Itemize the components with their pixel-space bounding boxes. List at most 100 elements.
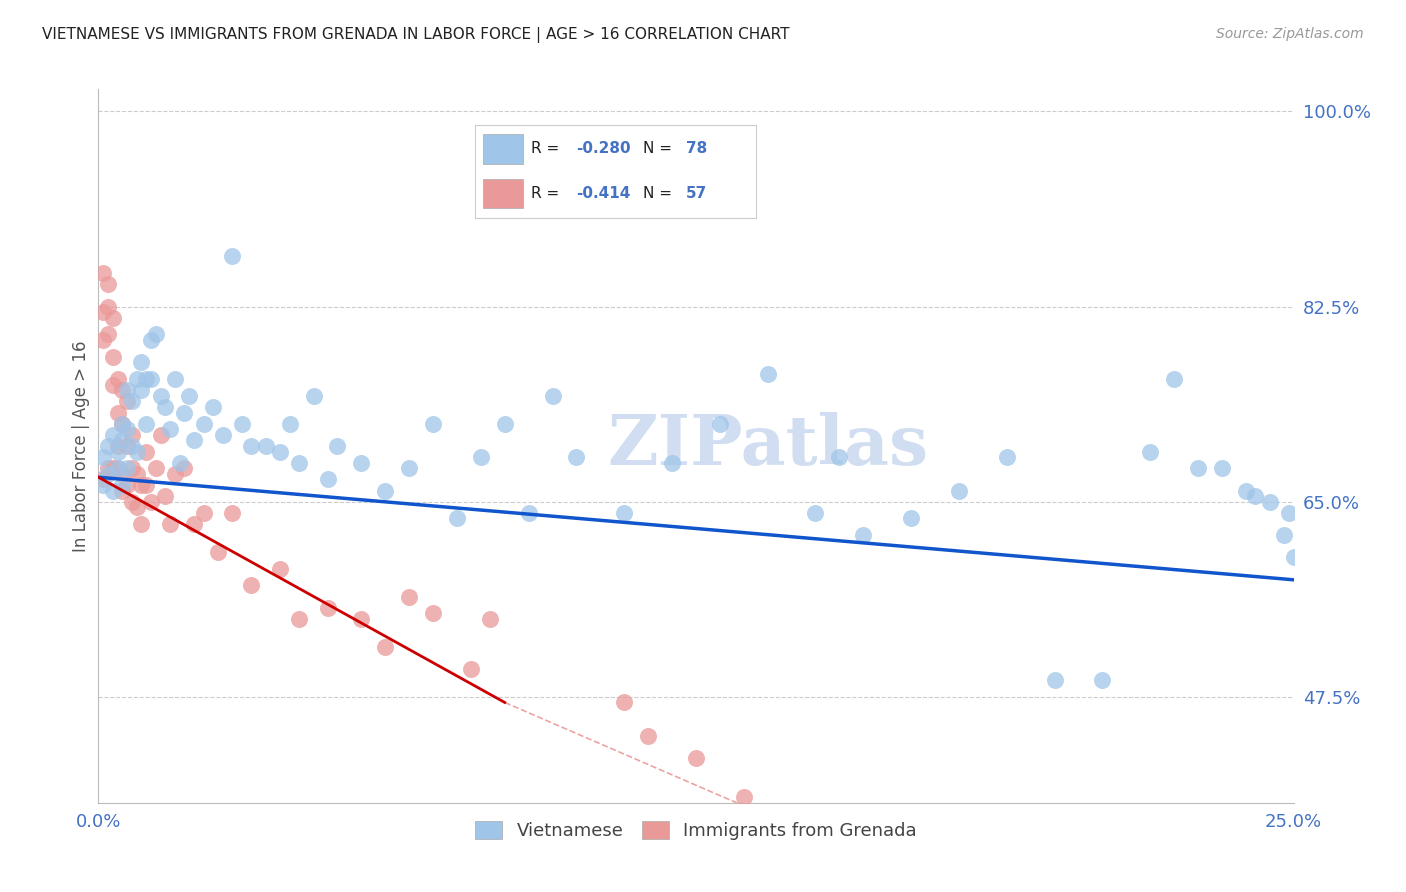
- Point: [107, 372, 129, 386]
- Point: [107, 439, 129, 453]
- Point: [1187, 461, 1209, 475]
- Point: [278, 417, 301, 431]
- Point: [139, 372, 162, 386]
- Point: [637, 729, 659, 743]
- Point: [115, 422, 138, 436]
- Point: [115, 478, 138, 492]
- Point: [135, 417, 157, 431]
- Point: [107, 461, 129, 475]
- Point: [135, 444, 157, 458]
- Point: [97, 439, 120, 453]
- Point: [1258, 494, 1281, 508]
- Point: [494, 417, 516, 431]
- Point: [193, 417, 215, 431]
- Point: [101, 483, 124, 498]
- Point: [149, 389, 172, 403]
- Point: [995, 450, 1018, 464]
- Point: [163, 467, 186, 481]
- Point: [948, 483, 970, 498]
- Point: [179, 389, 201, 403]
- Point: [240, 578, 263, 592]
- Point: [350, 456, 373, 470]
- Point: [1282, 550, 1305, 565]
- Point: [111, 434, 134, 448]
- Point: [1211, 461, 1233, 475]
- Point: [1278, 506, 1301, 520]
- Point: [173, 461, 195, 475]
- Point: [804, 506, 827, 520]
- Point: [470, 450, 492, 464]
- Y-axis label: In Labor Force | Age > 16: In Labor Force | Age > 16: [72, 340, 90, 552]
- Point: [125, 500, 148, 515]
- Point: [101, 350, 124, 364]
- Point: [302, 389, 325, 403]
- Point: [183, 434, 205, 448]
- Point: [288, 612, 311, 626]
- Point: [131, 478, 153, 492]
- Point: [131, 516, 153, 531]
- Point: [111, 467, 134, 481]
- Point: [709, 417, 731, 431]
- Point: [125, 372, 148, 386]
- Point: [159, 422, 181, 436]
- Point: [155, 489, 177, 503]
- Point: [107, 444, 129, 458]
- Point: [97, 461, 120, 475]
- Point: [193, 506, 215, 520]
- Point: [398, 461, 420, 475]
- Point: [115, 461, 138, 475]
- Point: [1163, 372, 1185, 386]
- Point: [374, 640, 396, 654]
- Point: [111, 417, 134, 431]
- Point: [398, 590, 420, 604]
- Point: [756, 367, 779, 381]
- Point: [316, 472, 339, 486]
- Point: [1043, 673, 1066, 687]
- Point: [125, 467, 148, 481]
- Point: [350, 612, 373, 626]
- Point: [207, 545, 229, 559]
- Point: [254, 439, 277, 453]
- Point: [541, 389, 564, 403]
- Point: [159, 516, 181, 531]
- Point: [240, 439, 263, 453]
- Point: [613, 696, 636, 710]
- Point: [173, 405, 195, 419]
- Point: [139, 494, 162, 508]
- Point: [131, 355, 153, 369]
- Point: [517, 506, 540, 520]
- Point: [91, 333, 114, 347]
- Point: [211, 428, 233, 442]
- Point: [121, 428, 143, 442]
- Point: [101, 377, 124, 392]
- Point: [91, 472, 114, 486]
- Point: [97, 300, 120, 314]
- Point: [685, 751, 707, 765]
- Point: [145, 327, 167, 342]
- Text: Source: ZipAtlas.com: Source: ZipAtlas.com: [1216, 27, 1364, 41]
- Point: [111, 383, 134, 397]
- Point: [121, 461, 143, 475]
- Point: [231, 417, 253, 431]
- Point: [121, 394, 143, 409]
- Point: [1272, 528, 1295, 542]
- Point: [446, 511, 468, 525]
- Point: [97, 327, 120, 342]
- Point: [613, 506, 636, 520]
- Point: [163, 372, 186, 386]
- Point: [900, 511, 922, 525]
- Point: [97, 467, 120, 481]
- Point: [139, 333, 162, 347]
- Point: [155, 400, 177, 414]
- Point: [91, 305, 114, 319]
- Point: [269, 562, 291, 576]
- Point: [316, 600, 339, 615]
- Point: [149, 428, 172, 442]
- Legend: Vietnamese, Immigrants from Grenada: Vietnamese, Immigrants from Grenada: [468, 814, 924, 847]
- Point: [107, 461, 129, 475]
- Point: [183, 516, 205, 531]
- Point: [422, 417, 444, 431]
- Point: [101, 461, 124, 475]
- Point: [115, 383, 138, 397]
- Point: [91, 266, 114, 280]
